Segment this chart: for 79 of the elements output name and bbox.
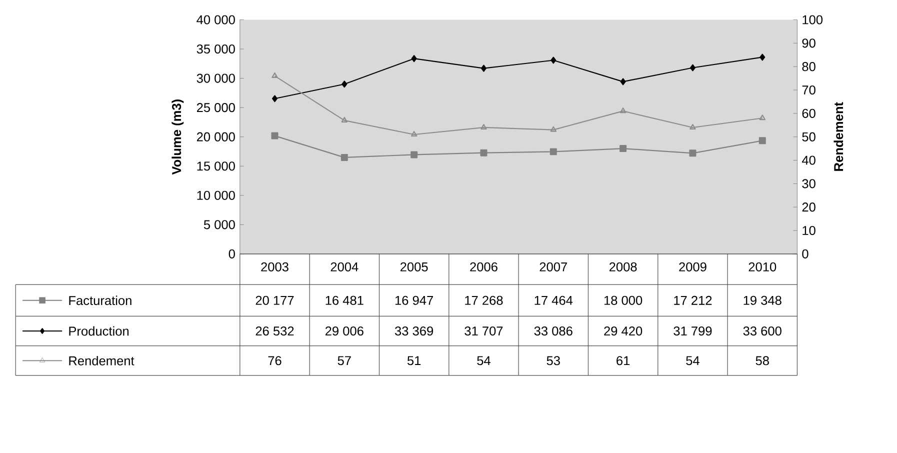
y2-tick-label: 40 xyxy=(802,156,816,166)
data-label: 29 420 xyxy=(604,326,642,336)
y-tick-label: 20 000 xyxy=(196,132,235,142)
point xyxy=(340,154,348,162)
data-label: 31 707 xyxy=(464,326,503,336)
x-tick-label: 2003 xyxy=(261,262,288,272)
data-label: 51 xyxy=(407,356,421,366)
data-label: 53 xyxy=(546,356,560,366)
legend-label: Rendement xyxy=(69,356,134,366)
point xyxy=(480,65,486,72)
point xyxy=(341,117,348,123)
point xyxy=(620,145,627,152)
data-label: 54 xyxy=(686,356,700,366)
point xyxy=(758,137,766,144)
data-label: 17 212 xyxy=(674,296,712,306)
y2-tick-label: 30 xyxy=(802,179,816,188)
y2-tick-label: 50 xyxy=(802,132,816,142)
point xyxy=(411,55,417,62)
data-label: 19 348 xyxy=(744,296,782,306)
data-label: 16 481 xyxy=(326,296,364,306)
data-label: 54 xyxy=(477,356,490,366)
point xyxy=(410,151,418,158)
point xyxy=(550,148,557,156)
point xyxy=(272,95,278,102)
point xyxy=(342,80,348,88)
data-label: 33 600 xyxy=(743,326,782,336)
point xyxy=(550,56,556,64)
x-tick-label: 2004 xyxy=(330,262,358,272)
y2-tick-label: 20 xyxy=(802,202,816,212)
legend-label: Facturation xyxy=(69,296,132,306)
data-label: 33 369 xyxy=(394,326,434,336)
point xyxy=(271,132,278,140)
data-label: 76 xyxy=(268,356,282,366)
data-label: 58 xyxy=(756,356,769,366)
y2-tick-label: 80 xyxy=(802,62,816,72)
data-label: 31 799 xyxy=(674,326,712,336)
data-label: 29 006 xyxy=(325,326,364,336)
y-tick-label: 40 000 xyxy=(196,15,235,24)
point xyxy=(689,150,696,157)
point xyxy=(550,126,557,132)
point xyxy=(620,78,626,86)
point xyxy=(480,150,488,157)
y2-tick-label: 60 xyxy=(802,109,816,118)
x-tick-label: 2007 xyxy=(540,262,567,272)
y2-tick-label: 0 xyxy=(802,250,808,259)
data-label: 16 947 xyxy=(395,296,433,306)
point xyxy=(480,124,487,130)
y-tick-label: 0 xyxy=(228,250,235,259)
data-label: 17 268 xyxy=(465,296,503,306)
data-label: 61 xyxy=(616,356,630,366)
point xyxy=(690,64,696,72)
data-label: 20 177 xyxy=(256,296,294,306)
y2-tick-label: 90 xyxy=(802,38,816,48)
data-label: 33 086 xyxy=(534,326,572,336)
y-tick-label: 10 000 xyxy=(197,191,235,200)
y2-axis-title: Rendement xyxy=(834,102,844,172)
x-tick-label: 2006 xyxy=(470,262,498,272)
y-tick-label: 35 000 xyxy=(196,44,235,54)
y-tick-label: 15 000 xyxy=(197,162,235,171)
point xyxy=(620,108,626,114)
point xyxy=(410,131,418,137)
y2-tick-label: 10 xyxy=(802,226,816,236)
x-tick-label: 2008 xyxy=(609,262,637,272)
y-tick-label: 30 000 xyxy=(196,74,235,84)
x-tick-label: 2005 xyxy=(400,262,428,272)
point xyxy=(760,54,766,61)
point xyxy=(690,124,696,130)
y2-tick-label: 100 xyxy=(802,15,823,24)
y2-tick-label: 70 xyxy=(802,86,816,95)
x-tick-label: 2009 xyxy=(679,262,706,272)
legend-label: Production xyxy=(69,326,129,336)
data-label: 57 xyxy=(338,356,351,366)
y-tick-label: 5 000 xyxy=(204,220,235,230)
data-label: 26 532 xyxy=(256,326,294,336)
data-label: 18 000 xyxy=(604,296,642,306)
x-tick-label: 2010 xyxy=(748,262,776,272)
y-tick-label: 25 000 xyxy=(196,103,235,112)
data-label: 17 464 xyxy=(534,296,573,306)
y-axis-title: Volume (m3) xyxy=(172,100,184,175)
